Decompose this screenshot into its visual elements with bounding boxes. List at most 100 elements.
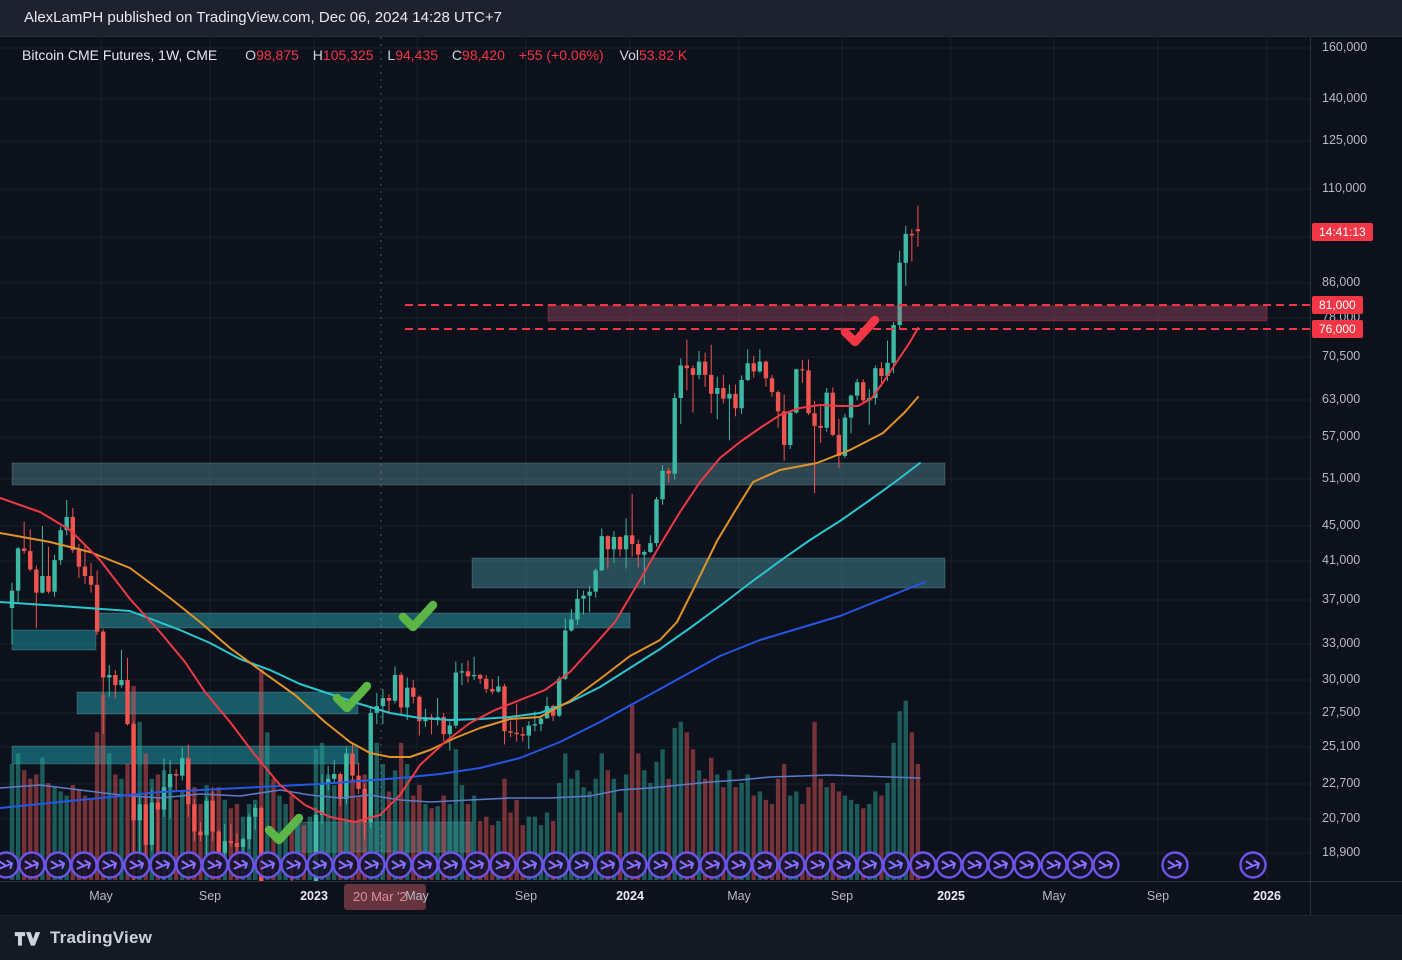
contract-expiry-icon[interactable] — [961, 851, 989, 879]
contract-expiry-icon[interactable] — [987, 851, 1015, 879]
checkmark-drawing[interactable] — [332, 681, 372, 713]
tradingview-logo-icon[interactable] — [14, 930, 41, 947]
contract-expiry-icon[interactable] — [306, 851, 334, 879]
contract-expiry-icon[interactable] — [489, 851, 517, 879]
contract-expiry-icon[interactable] — [332, 851, 360, 879]
time-axis[interactable]: May Sep 2023 May Sep 2024 May Sep 2025 May Sep 2026 — [0, 882, 1310, 915]
candles — [9, 205, 921, 881]
contract-expiry-icon[interactable] — [149, 851, 177, 879]
checkmark-drawing[interactable] — [840, 315, 880, 347]
volume-ma — [0, 774, 921, 803]
price-axis-label: 63,000 — [1322, 392, 1361, 406]
symbol-legend[interactable]: Bitcoin CME Futures, 1W, CME O98,875 H10… — [22, 47, 687, 63]
contract-expiry-icon[interactable] — [463, 851, 491, 879]
supply-demand-zone — [11, 745, 359, 765]
price-axis-label: 20,700 — [1322, 811, 1361, 825]
contract-expiry-icon[interactable] — [280, 851, 308, 879]
checkmark-drawing[interactable] — [264, 813, 304, 845]
volume-label: Vol — [619, 47, 639, 63]
contract-expiry-icon[interactable] — [856, 851, 884, 879]
contract-expiry-icon[interactable] — [568, 851, 596, 879]
crosshair-date-tooltip: 20 Mar '2 — [344, 884, 426, 910]
contract-expiry-icon[interactable] — [1013, 851, 1041, 879]
contract-expiry-icon[interactable] — [935, 851, 963, 879]
contract-expiry-icon[interactable] — [411, 851, 439, 879]
tradingview-brand[interactable]: TradingView — [50, 928, 153, 947]
price-axis-label: 51,000 — [1322, 471, 1361, 485]
contract-expiry-icon[interactable] — [44, 851, 72, 879]
contract-expiry-icon[interactable] — [804, 851, 832, 879]
contract-expiry-icon[interactable] — [227, 851, 255, 879]
contract-expiry-icon[interactable] — [882, 851, 910, 879]
contract-expiry-icon[interactable] — [18, 851, 46, 879]
contract-expiry-icon[interactable] — [1092, 851, 1120, 879]
contract-expiry-icon[interactable] — [725, 851, 753, 879]
price-axis-label: 30,000 — [1322, 672, 1361, 686]
time-axis-month-label: Sep — [514, 889, 538, 903]
contract-expiry-icon[interactable] — [647, 851, 675, 879]
contract-expiry-icon[interactable] — [516, 851, 544, 879]
contract-expiry-icon[interactable] — [70, 851, 98, 879]
price-axis-label: 37,000 — [1322, 592, 1361, 606]
time-axis-month-label: Sep — [198, 889, 222, 903]
time-axis-month-label: May — [1042, 889, 1066, 903]
contract-expiry-icon[interactable] — [1161, 851, 1189, 879]
checkmark-drawing[interactable] — [398, 600, 438, 632]
contract-expiry-icon[interactable] — [385, 851, 413, 879]
axis-separator-vertical — [1310, 36, 1311, 916]
contract-expiry-icon[interactable] — [96, 851, 124, 879]
contract-expiry-icon[interactable] — [437, 851, 465, 879]
time-axis-month-label: May — [727, 889, 751, 903]
contract-expiry-icon[interactable] — [778, 851, 806, 879]
price-axis-label: 57,000 — [1322, 429, 1361, 443]
contract-expiry-icon[interactable] — [123, 851, 151, 879]
open-value: 98,875 — [256, 47, 299, 63]
footer-bar: TradingView — [0, 916, 1402, 960]
contract-expiry-icon[interactable] — [751, 851, 779, 879]
time-axis-year-label: 2023 — [300, 889, 328, 903]
close-value: 98,420 — [462, 47, 505, 63]
time-axis-month-label: May — [89, 889, 113, 903]
supply-box-drawing — [547, 305, 1268, 322]
price-axis-label: 45,000 — [1322, 518, 1361, 532]
price-tag: 14:41:13 — [1312, 223, 1373, 241]
ma-cyan — [0, 462, 921, 721]
contract-expiry-icon[interactable] — [1040, 851, 1068, 879]
price-tag: 76,000 — [1312, 320, 1363, 338]
contract-expiry-icon[interactable] — [542, 851, 570, 879]
price-axis-label: 18,900 — [1322, 845, 1361, 859]
low-label: L — [387, 47, 396, 63]
chart-layers — [0, 37, 1310, 881]
contract-expiry-icon[interactable] — [594, 851, 622, 879]
contract-expiry-icon[interactable] — [0, 851, 20, 879]
open-label: O — [245, 47, 257, 63]
contract-expiry-icon[interactable] — [175, 851, 203, 879]
contract-expiry-icon[interactable] — [699, 851, 727, 879]
price-axis[interactable]: 160,000 140,000 125,000 110,000 86,000 78,000… — [1311, 36, 1402, 881]
supply-demand-zone — [11, 629, 97, 651]
price-axis-label: 27,500 — [1322, 705, 1361, 719]
price-tag: 81,000 — [1312, 296, 1363, 314]
contract-expiry-icon[interactable] — [254, 851, 282, 879]
time-axis-month-label: Sep — [830, 889, 854, 903]
time-axis-year-label: 2025 — [937, 889, 965, 903]
contract-expiry-icon[interactable] — [830, 851, 858, 879]
contract-expiry-icon[interactable] — [1066, 851, 1094, 879]
ma-navy — [0, 581, 926, 809]
change-value: +55 (+0.06%) — [518, 47, 604, 63]
price-axis-label: 125,000 — [1322, 133, 1368, 147]
contract-expiry-icon[interactable] — [201, 851, 229, 879]
contract-expiry-icon[interactable] — [1239, 851, 1267, 879]
contract-expiry-icon[interactable] — [358, 851, 386, 879]
ma-red — [0, 327, 919, 823]
axis-separator-horizontal — [0, 881, 1402, 882]
contract-expiry-icon[interactable] — [909, 851, 937, 879]
contract-expiry-icon[interactable] — [620, 851, 648, 879]
price-axis-label: 140,000 — [1322, 91, 1368, 105]
high-value: 105,325 — [322, 47, 374, 63]
contract-expiry-icon[interactable] — [673, 851, 701, 879]
time-axis-year-label: 2024 — [616, 889, 644, 903]
grid — [0, 37, 1310, 881]
symbol-title[interactable]: Bitcoin CME Futures, 1W, CME — [22, 47, 218, 63]
